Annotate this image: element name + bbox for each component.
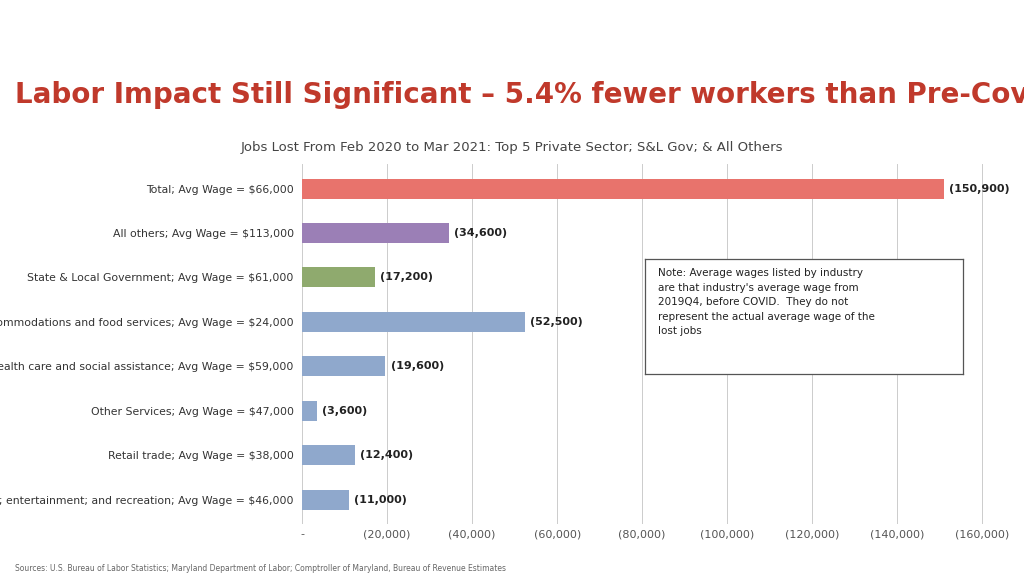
Bar [302,223,450,243]
Text: (52,500): (52,500) [530,317,583,327]
Bar [302,312,525,332]
Text: Labor Impact Still Significant – 5.4% fewer workers than Pre-Covid: Labor Impact Still Significant – 5.4% fe… [15,81,1024,109]
Bar [302,401,317,421]
Text: (34,600): (34,600) [455,228,508,238]
Text: (150,900): (150,900) [948,184,1010,194]
Bar [302,490,349,510]
Text: (17,200): (17,200) [380,272,433,282]
Bar [302,267,375,287]
Bar [302,357,385,376]
Bar [302,445,354,465]
Text: Sources: U.S. Bureau of Labor Statistics; Maryland Department of Labor; Comptrol: Sources: U.S. Bureau of Labor Statistics… [15,564,506,573]
Text: Note: Average wages listed by industry
are that industry's average wage from
201: Note: Average wages listed by industry a… [657,268,874,336]
Text: (11,000): (11,000) [354,495,407,505]
Text: (12,400): (12,400) [359,450,413,460]
Text: Jobs Lost From Feb 2020 to Mar 2021: Top 5 Private Sector; S&L Gov; & All Others: Jobs Lost From Feb 2020 to Mar 2021: Top… [241,141,783,154]
Text: (3,600): (3,600) [323,406,368,416]
Text: (19,600): (19,600) [390,361,443,372]
Bar [302,179,943,199]
